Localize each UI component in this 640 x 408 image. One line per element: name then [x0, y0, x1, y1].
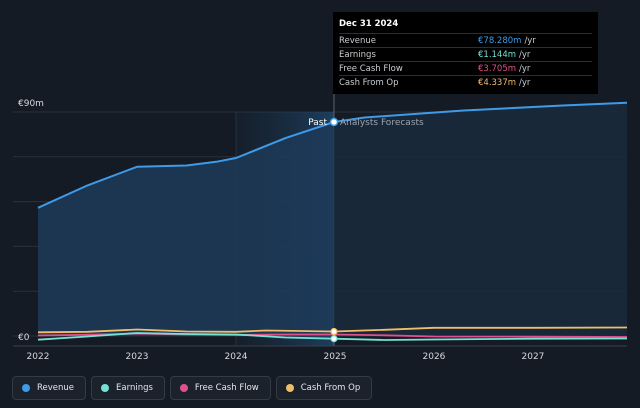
past-label: Past — [308, 118, 327, 128]
series-lines — [37, 101, 628, 343]
tooltip-label: Cash From Op — [339, 77, 399, 88]
earnings-marker — [330, 335, 338, 343]
revenue-line — [37, 101, 628, 209]
legend: Revenue Earnings Free Cash Flow Cash Fro… — [12, 376, 373, 400]
tooltip-row-earnings: Earnings €1.144m /yr — [339, 47, 592, 61]
tooltip-unit: /yr — [519, 49, 531, 60]
cash-from-op-line — [37, 326, 628, 334]
tooltip-label: Revenue — [339, 35, 377, 46]
tooltip-row-cash-from-op: Cash From Op €4.337m /yr — [339, 75, 592, 89]
x-tick-label: 2024 — [225, 352, 248, 362]
legend-label: Revenue — [37, 383, 75, 393]
tooltip-value: €1.144m — [478, 49, 517, 60]
tooltip-unit: /yr — [524, 35, 536, 46]
legend-item-cash-from-op[interactable]: Cash From Op — [275, 376, 373, 400]
tooltip-unit: /yr — [519, 63, 531, 74]
x-tick-label: 2025 — [324, 352, 347, 362]
x-tick-label: 2023 — [126, 352, 149, 362]
tooltip: Dec 31 2024 Revenue €78.280m /yr Earning… — [333, 12, 598, 94]
legend-item-earnings[interactable]: Earnings — [91, 376, 165, 400]
revenue-area-past — [38, 122, 334, 336]
revenue-area — [38, 102, 627, 336]
legend-label: Earnings — [116, 383, 153, 393]
tooltip-value: €4.337m — [478, 77, 517, 88]
earnings-line — [37, 332, 628, 341]
tooltip-row-free-cash-flow: Free Cash Flow €3.705m /yr — [339, 61, 592, 75]
tooltip-date: Dec 31 2024 — [339, 19, 399, 29]
axis-labels: €90m €0 2022 2023 2024 2025 2026 2027 Past Analys… — [18, 99, 544, 362]
x-tick-label: 2022 — [27, 352, 50, 362]
tooltip-label: Earnings — [339, 49, 376, 60]
y-axis-zero-label: €0 — [18, 333, 30, 343]
revenue-area-forecast — [333, 102, 627, 336]
tooltip-unit: /yr — [519, 77, 531, 88]
x-tick-label: 2026 — [423, 352, 446, 362]
revenue-marker — [329, 117, 339, 127]
free-cash-flow-dot-icon — [179, 384, 188, 392]
tooltip-row-revenue: Revenue €78.280m /yr — [339, 33, 592, 47]
cash-from-op-marker — [330, 327, 338, 336]
tooltip-label: Free Cash Flow — [339, 63, 403, 74]
legend-label: Free Cash Flow — [194, 383, 259, 393]
y-axis-top-label: €90m — [18, 99, 44, 109]
revenue-dot-icon — [22, 384, 30, 392]
x-tick-label: 2027 — [522, 352, 545, 362]
tooltip-value: €3.705m — [478, 63, 517, 74]
cash-from-op-dot-icon — [285, 384, 294, 392]
legend-label: Cash From Op — [300, 383, 361, 393]
tooltip-value: €78.280m — [478, 35, 522, 46]
earnings-dot-icon — [101, 384, 110, 392]
legend-item-revenue[interactable]: Revenue — [12, 376, 87, 400]
forecast-label: Analysts Forecasts — [340, 118, 424, 128]
legend-item-free-cash-flow[interactable]: Free Cash Flow — [169, 376, 271, 400]
